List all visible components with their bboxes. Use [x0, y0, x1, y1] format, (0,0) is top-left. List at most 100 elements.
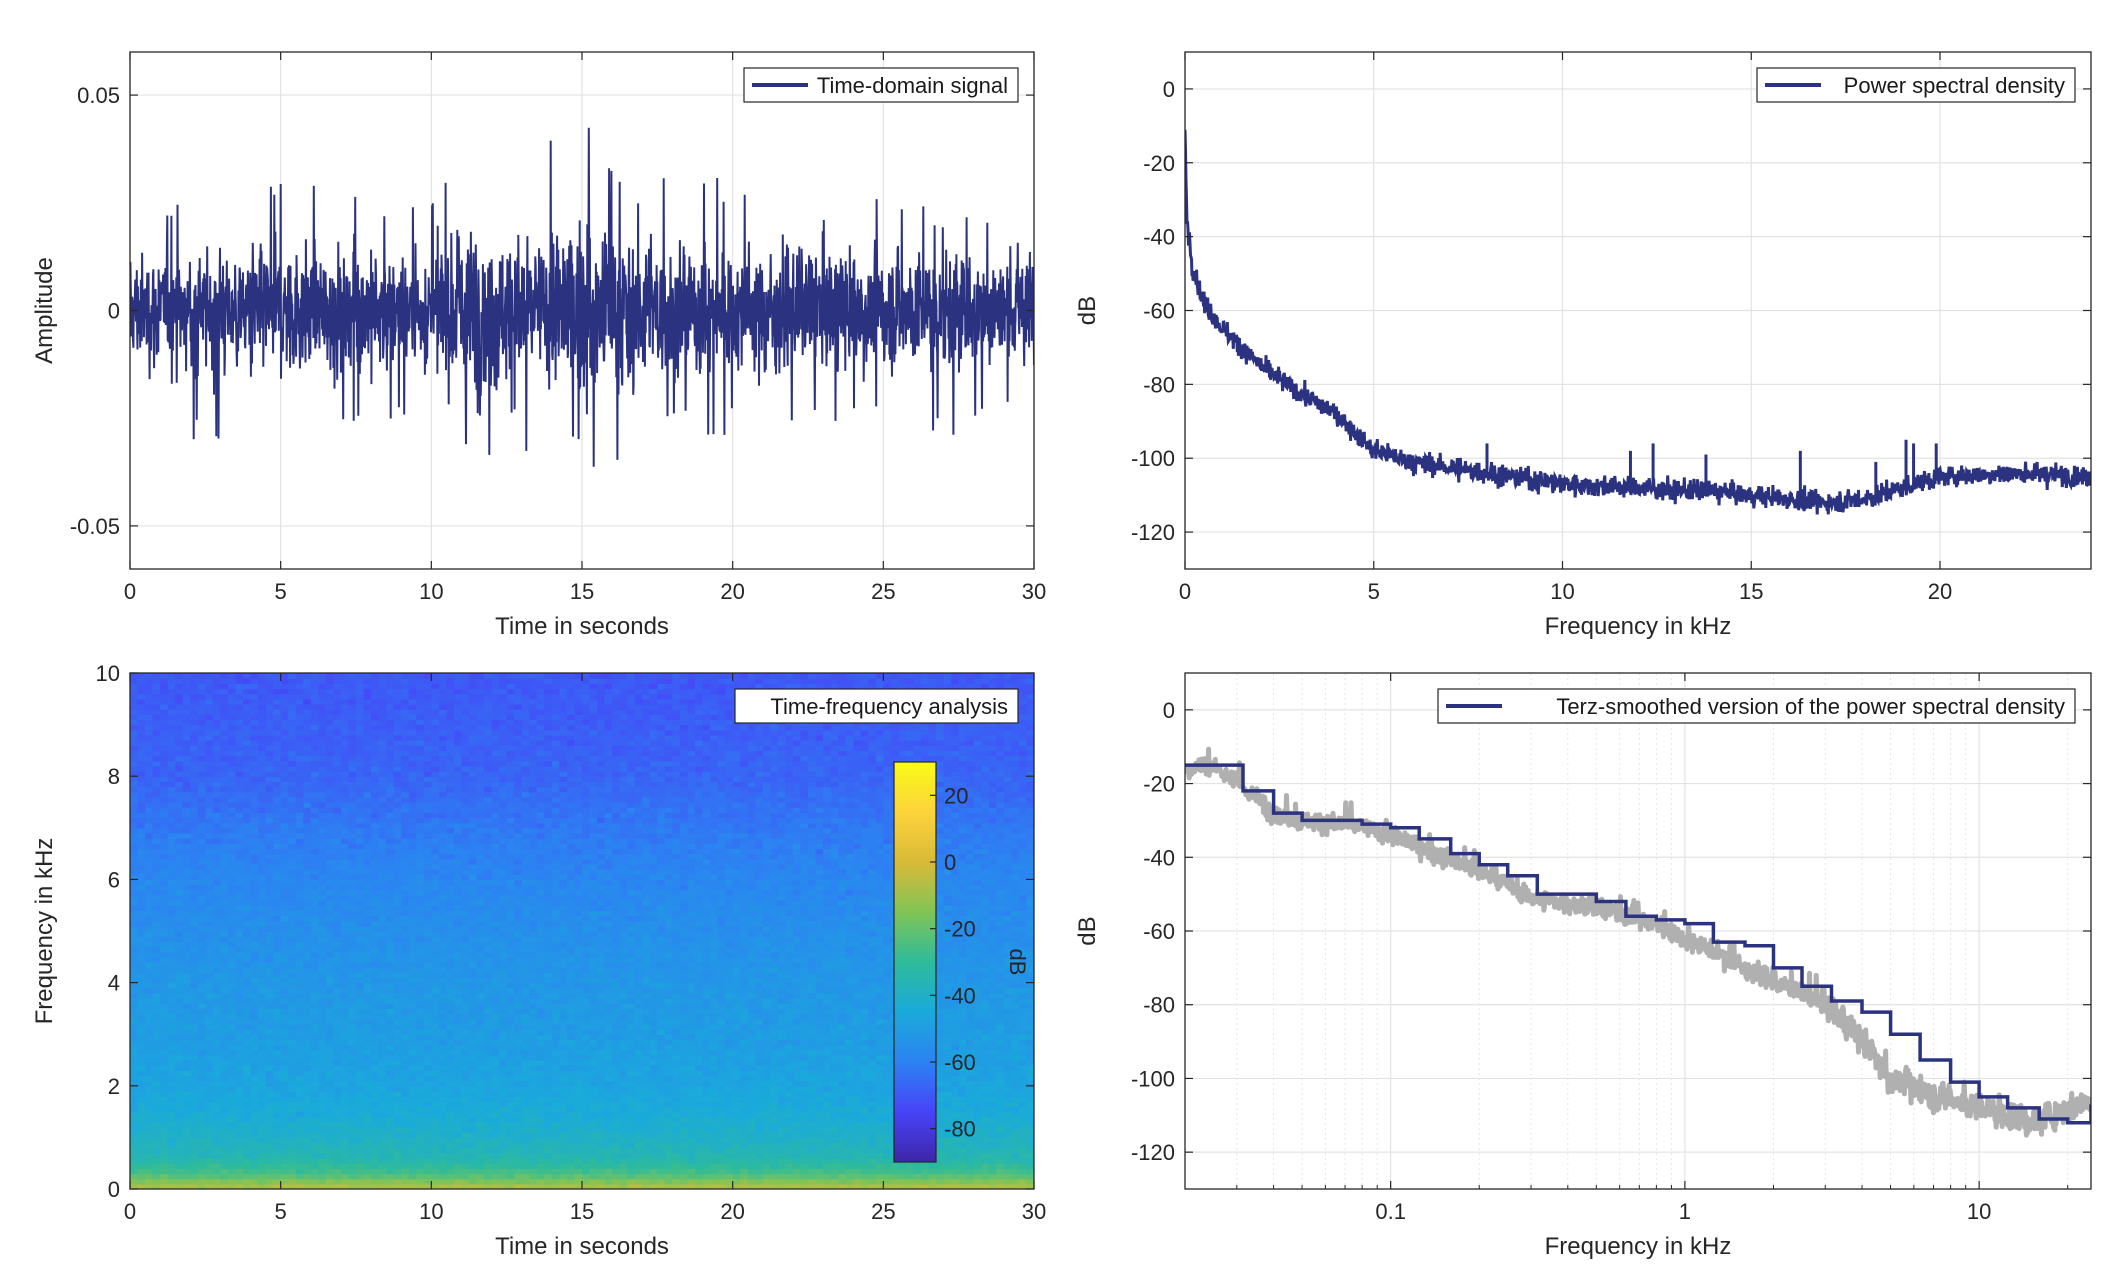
spectrogram-cell	[740, 1178, 749, 1185]
spectrogram-cell	[288, 1163, 297, 1169]
spectrogram-cell	[710, 1132, 719, 1138]
spectrogram-cell	[544, 1018, 553, 1025]
spectrogram-cell	[325, 1080, 334, 1087]
spectrogram-cell	[243, 1075, 252, 1082]
spectrogram-cell	[672, 1090, 681, 1097]
spectrogram-cell	[514, 1029, 523, 1035]
spectrogram-cell	[612, 987, 621, 994]
spectrogram-cell	[145, 1029, 154, 1035]
spectrogram-cell	[536, 1106, 545, 1113]
spectrogram-cell	[393, 1137, 402, 1144]
spectrogram-cell	[740, 1013, 749, 1020]
spectrogram-cell	[499, 987, 508, 994]
spectrogram-cell	[672, 987, 681, 994]
spectrogram-cell	[725, 1168, 734, 1175]
spectrogram-cell	[340, 1096, 350, 1102]
spectrogram-cell	[152, 1127, 161, 1133]
spectrogram-cell	[657, 1049, 666, 1056]
spectrogram-cell	[845, 1060, 854, 1066]
spectrogram-cell	[408, 1173, 417, 1180]
spectrogram-cell	[393, 1178, 402, 1185]
spectrogram-cell	[401, 1132, 410, 1138]
spectrogram-cell	[340, 1116, 350, 1123]
spectrogram-cell	[951, 1003, 960, 1009]
spectrogram-cell	[521, 1003, 530, 1009]
spectrogram-cell	[566, 982, 576, 989]
spectrogram-cell	[883, 982, 892, 989]
spectrogram-cell	[212, 1034, 221, 1040]
spectrogram-cell	[732, 1044, 741, 1051]
spectrogram-cell	[695, 1111, 704, 1118]
spectrogram-cell	[416, 1147, 425, 1154]
spectrogram-cell	[966, 1023, 975, 1030]
spectrogram-cell	[333, 1023, 342, 1030]
spectrogram-cell	[808, 1121, 817, 1128]
spectrogram-cell	[582, 1142, 591, 1149]
spectrogram-cell	[574, 1106, 583, 1113]
spectrogram-cell	[860, 1054, 869, 1061]
spectrogram-cell	[160, 1029, 169, 1035]
spectrogram-cell	[657, 1168, 666, 1175]
spectrogram-cell	[679, 1070, 689, 1077]
spectrogram-cell	[295, 1163, 304, 1169]
spectrogram-cell	[936, 1147, 945, 1154]
spectrogram-cell	[679, 982, 689, 989]
spectrogram-cell	[679, 1147, 689, 1154]
spectrogram-cell	[634, 982, 643, 989]
spectrogram-cell	[258, 1121, 267, 1128]
spectrogram-cell	[589, 1003, 598, 1009]
spectrogram-cell	[363, 1090, 372, 1097]
spectrogram-cell	[664, 1121, 673, 1128]
spectrogram-cell	[529, 1039, 538, 1046]
x-tick-label: 5	[1368, 579, 1380, 604]
spectrogram-cell	[823, 1173, 832, 1180]
spectrogram-cell	[258, 1163, 267, 1169]
spectrogram-cell	[333, 1173, 342, 1180]
spectrogram-cell	[212, 1183, 221, 1189]
spectrogram-cell	[258, 1183, 267, 1189]
spectrogram-cell	[936, 1065, 945, 1071]
spectrogram-cell	[182, 1173, 191, 1180]
spectrogram-cell	[175, 1085, 184, 1092]
y-tick-label: -20	[1143, 151, 1175, 176]
spectrogram-cell	[566, 1168, 576, 1175]
spectrogram-cell	[318, 1034, 327, 1040]
spectrogram-cell	[566, 1142, 576, 1149]
spectrogram-cell	[679, 1065, 689, 1071]
spectrogram-cell	[649, 1018, 658, 1025]
spectrogram-cell	[717, 1003, 726, 1009]
spectrogram-cell	[325, 1065, 334, 1071]
spectrogram-cell	[582, 1173, 591, 1180]
spectrogram-cell	[627, 977, 636, 984]
spectrogram-cell	[243, 1039, 252, 1046]
spectrogram-cell	[190, 982, 199, 989]
spectrogram-cell	[453, 1008, 463, 1015]
spectrogram-cell	[1026, 1152, 1034, 1159]
spectrogram-cell	[160, 1142, 169, 1149]
spectrogram-cell	[574, 1044, 583, 1051]
spectrogram-cell	[988, 1085, 997, 1092]
spectrogram-cell	[484, 987, 493, 994]
spectrogram-cell	[401, 1106, 410, 1113]
spectrogram-cell	[273, 1065, 282, 1071]
spectrogram-cell	[544, 1008, 553, 1015]
spectrogram-cell	[431, 1075, 440, 1082]
spectrogram-cell	[875, 1152, 884, 1159]
spectrogram-cell	[589, 1183, 598, 1189]
spectrogram-cell	[657, 1127, 666, 1133]
spectrogram-cell	[717, 1173, 726, 1180]
spectrogram-cell	[642, 998, 651, 1004]
spectrogram-cell	[747, 998, 756, 1004]
spectrogram-cell	[845, 998, 854, 1004]
spectrogram-cell	[981, 1090, 990, 1097]
spectrogram-cell	[612, 1018, 621, 1025]
spectrogram-cell	[732, 1178, 741, 1185]
spectrogram-cell	[235, 992, 244, 999]
spectrogram-cell	[1026, 1049, 1034, 1056]
spectrogram-cell	[453, 1168, 463, 1175]
spectrogram-cell	[288, 1060, 297, 1066]
spectrogram-cell	[958, 982, 967, 989]
spectrogram-cell	[250, 1121, 259, 1128]
spectrogram-cell	[310, 1106, 319, 1113]
spectrogram-cell	[853, 1065, 862, 1071]
